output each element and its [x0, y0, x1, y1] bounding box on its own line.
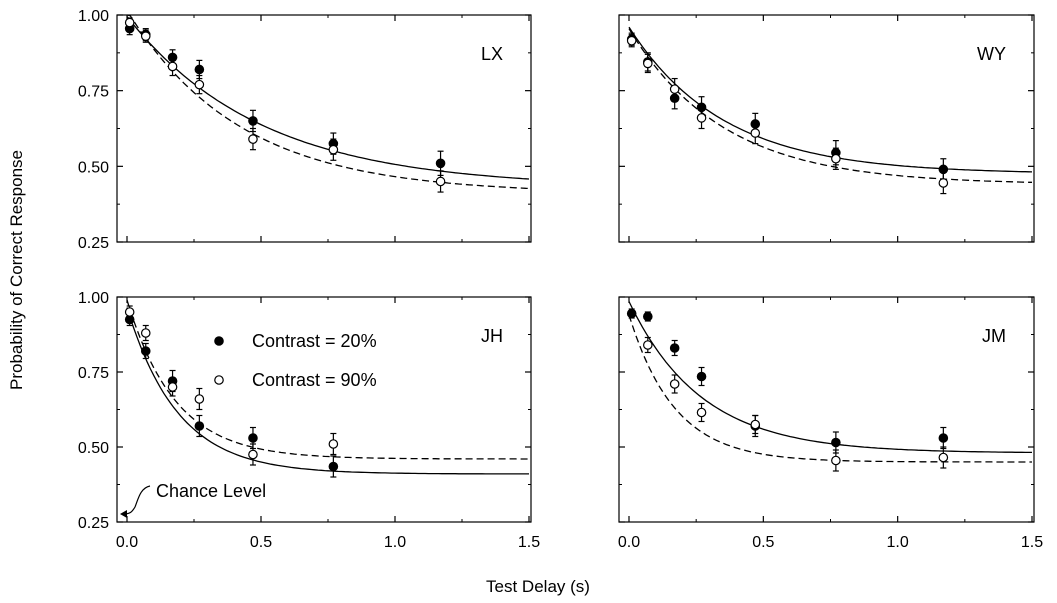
y-tick-label: 1.00	[78, 8, 109, 25]
y-axis-label: Probability of Correct Response	[7, 150, 26, 390]
x-tick-label: 0.0	[116, 534, 138, 551]
data-point-contrast-90	[194, 394, 205, 404]
panel-label: JM	[982, 326, 1006, 346]
panel-label: LX	[481, 44, 503, 64]
data-point-contrast-90	[140, 328, 151, 338]
data-point-contrast-90	[750, 419, 761, 430]
x-tick-label: 1.0	[384, 534, 406, 551]
data-point-contrast-90	[194, 79, 205, 90]
fit-curve-contrast-90	[126, 14, 530, 190]
data-point-contrast-90	[328, 439, 339, 449]
fit-curve-contrast-90	[628, 314, 1032, 463]
data-point-contrast-90	[938, 178, 949, 188]
data-point-contrast-20	[938, 433, 949, 443]
data-point-contrast-90	[124, 17, 135, 28]
x-axis-label: Test Delay (s)	[486, 577, 590, 596]
data-point-contrast-20	[626, 308, 637, 319]
panel-jh: 0.25 0.50 0.75 1.00 0.0 0.5 1.0 1.5 JH	[78, 290, 540, 551]
panel-wy: WY	[618, 14, 1035, 243]
data-point-contrast-20	[248, 116, 258, 126]
data-point-contrast-20	[643, 311, 653, 322]
y-tick-label: 0.25	[78, 515, 109, 532]
x-tick-label: 1.5	[518, 534, 540, 551]
y-tick-label: 0.75	[78, 84, 109, 101]
data-point-contrast-90	[328, 144, 339, 155]
legend-label: Contrast = 90%	[252, 370, 377, 390]
y-tick-label: 0.50	[78, 440, 109, 457]
data-point-contrast-90	[938, 452, 949, 463]
legend-marker-filled	[214, 336, 224, 346]
data-point-contrast-90	[696, 113, 707, 123]
panel-lx: 0.25 0.50 0.75 1.00 LX	[78, 8, 532, 252]
legend-marker-open	[214, 375, 224, 385]
data-point-contrast-20	[140, 346, 151, 356]
x-tick-label: 0.5	[250, 534, 272, 551]
y-tick-label: 1.00	[78, 290, 109, 307]
data-point-contrast-90	[750, 128, 761, 138]
data-point-contrast-90	[669, 379, 680, 389]
fit-curve-contrast-20	[628, 26, 1033, 173]
data-point-contrast-90	[167, 382, 178, 392]
fit-curve-contrast-20	[628, 301, 1032, 454]
fit-curve-contrast-90	[126, 299, 529, 460]
legend: Contrast = 20% Contrast = 90%	[214, 331, 377, 390]
panel-label: JH	[481, 326, 503, 346]
data-point-contrast-90	[696, 407, 707, 418]
data-point-contrast-20	[194, 64, 205, 75]
data-point-contrast-90	[167, 61, 178, 72]
plot-frame	[618, 14, 1035, 243]
data-point-contrast-20	[669, 343, 680, 353]
data-point-contrast-20	[248, 433, 258, 443]
data-point-contrast-20	[696, 371, 707, 382]
legend-label: Contrast = 20%	[252, 331, 377, 351]
data-point-contrast-90	[435, 176, 446, 187]
fit-curve-contrast-20	[126, 307, 529, 475]
data-point-contrast-20	[831, 437, 841, 448]
chance-level-label: Chance Level	[156, 481, 266, 501]
data-point-contrast-90	[831, 153, 841, 164]
chance-level-arrowhead	[120, 510, 127, 518]
chance-level-annotation: Chance Level	[120, 481, 266, 518]
x-tick-label: 0.0	[618, 534, 640, 551]
x-tick-label: 1.5	[1021, 534, 1043, 551]
y-tick-label: 0.50	[78, 159, 109, 176]
x-tick-label: 1.0	[887, 534, 909, 551]
data-point-contrast-90	[669, 84, 680, 94]
data-point-contrast-90	[626, 35, 637, 46]
data-point-contrast-20	[435, 158, 446, 169]
data-point-contrast-90	[248, 134, 258, 144]
plot-frame	[618, 296, 1035, 523]
panel-label: WY	[977, 44, 1006, 64]
data-point-contrast-20	[328, 461, 339, 472]
data-point-contrast-90	[140, 31, 151, 41]
plot-frame	[116, 14, 532, 243]
data-point-contrast-90	[124, 307, 135, 317]
fit-curve-contrast-90	[628, 28, 1032, 183]
fit-curve-contrast-20	[126, 16, 530, 180]
data-point-contrast-90	[831, 455, 841, 466]
chance-level-arrow	[123, 485, 151, 515]
data-point-contrast-20	[194, 421, 205, 431]
y-tick-label: 0.25	[78, 235, 109, 252]
data-point-contrast-90	[643, 58, 653, 69]
data-point-contrast-90	[248, 449, 258, 460]
x-tick-label: 0.5	[752, 534, 774, 551]
data-point-contrast-90	[643, 340, 653, 350]
y-tick-label: 0.75	[78, 365, 109, 382]
panel-jm: 0.0 0.5 1.0 1.5 JM	[618, 296, 1043, 551]
